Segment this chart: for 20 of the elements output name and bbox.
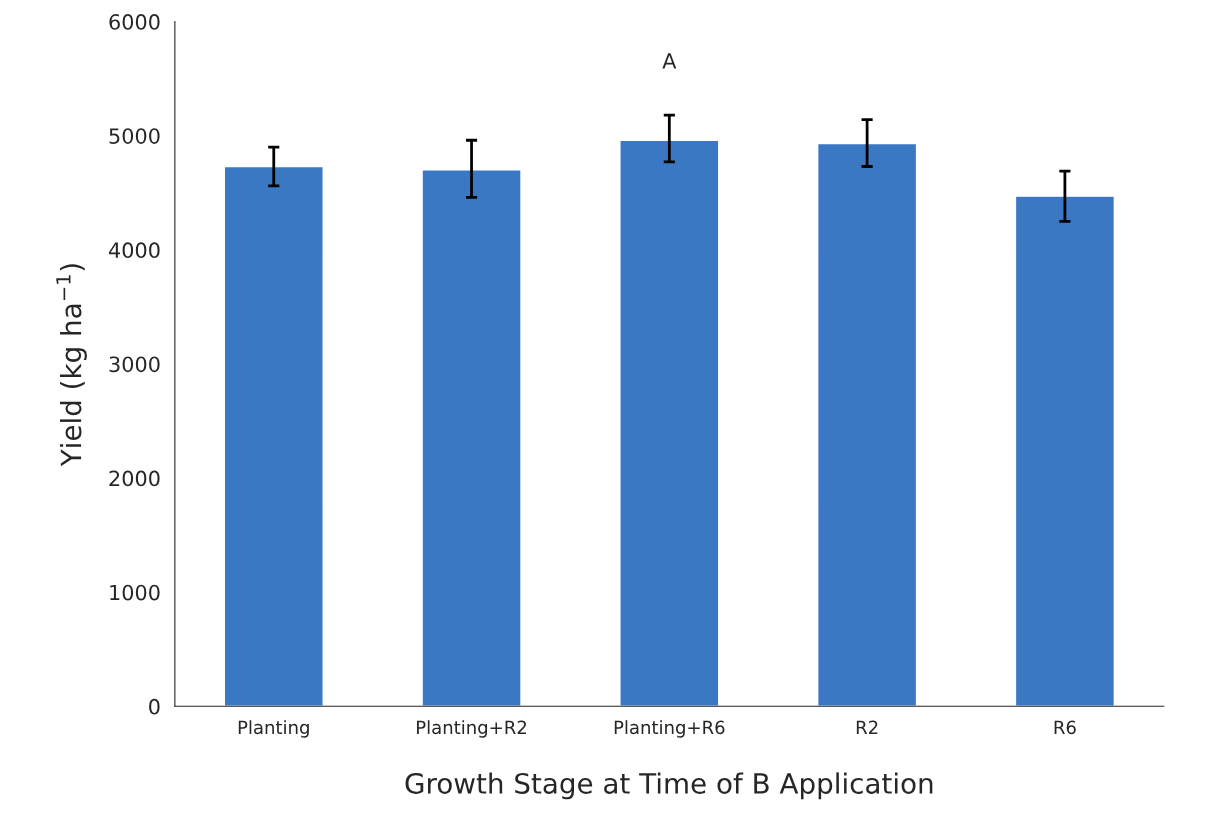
bar <box>1014 195 1116 707</box>
y-tick-label: 2000 <box>109 470 160 487</box>
bar <box>421 169 522 707</box>
x-tick-label: Planting+R6 <box>614 720 725 738</box>
y-tick-label: 1000 <box>110 584 160 601</box>
y-tick-label: 3000 <box>109 356 160 373</box>
y-axis-title: Yield (kg ha$^{−1}$) <box>56 264 87 467</box>
annotation: A <box>662 53 677 69</box>
bar <box>223 165 324 707</box>
x-tick-label: R6 <box>1054 720 1076 735</box>
bar <box>619 139 720 707</box>
x-tick-label: Planting <box>238 720 309 738</box>
y-tick-label: 0 <box>149 698 160 715</box>
y-tick-label: 5000 <box>109 128 160 144</box>
y-tick-label: 4000 <box>108 242 160 259</box>
x-tick-label: R2 <box>856 720 878 734</box>
bar <box>816 142 918 707</box>
x-tick-label: Planting+R2 <box>417 720 527 738</box>
x-axis-title: Growth Stage at Time of B Application <box>405 772 933 800</box>
y-tick-label: 6000 <box>109 14 160 30</box>
